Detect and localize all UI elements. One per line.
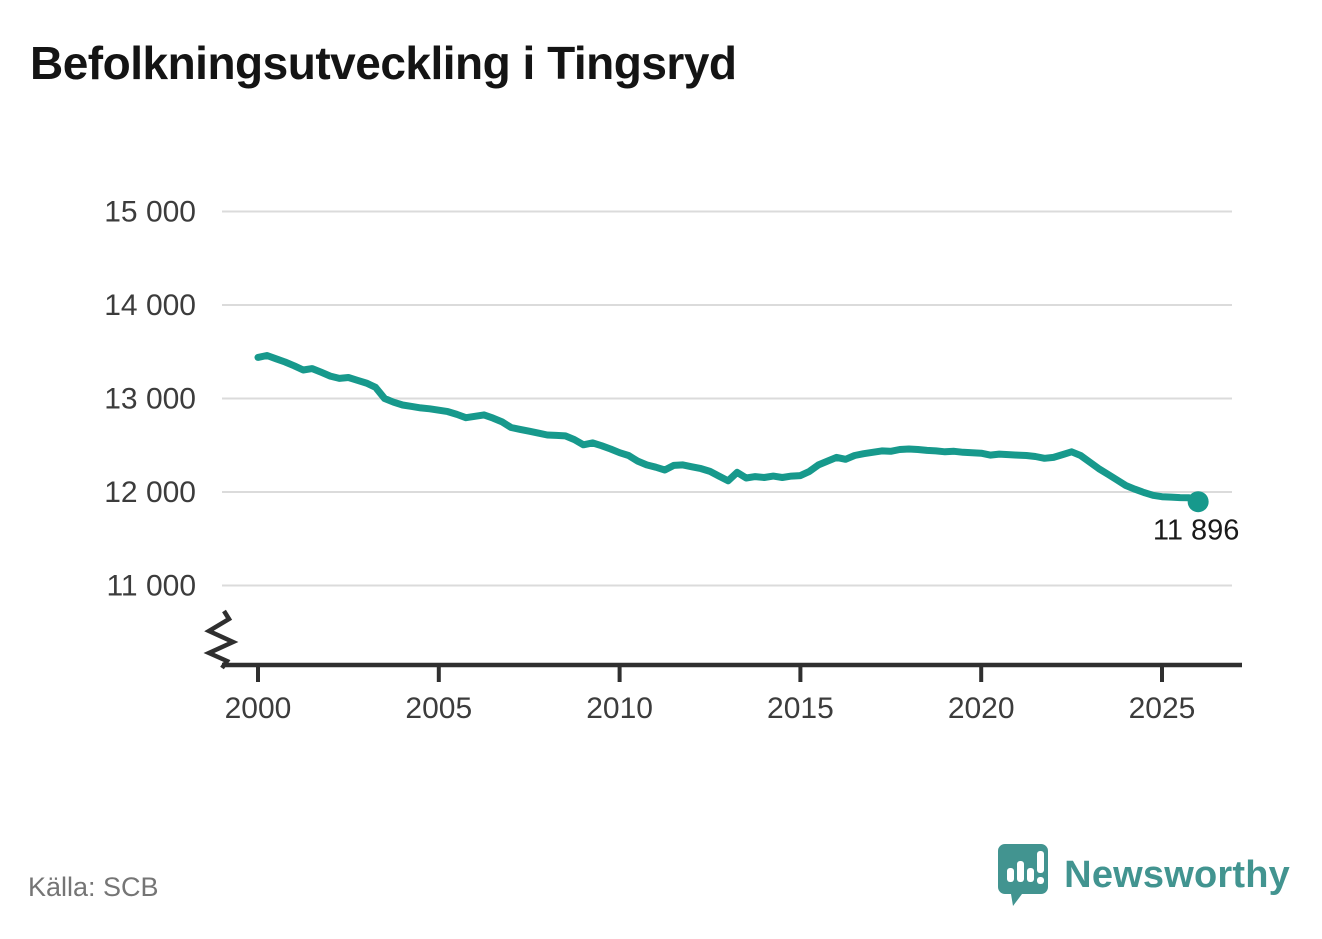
brand-footer: Newsworthy bbox=[996, 842, 1290, 908]
population-line bbox=[254, 352, 1202, 506]
y-tick-label: 13 000 bbox=[104, 383, 196, 416]
x-tick-label: 2005 bbox=[405, 692, 472, 725]
y-axis-labels: 15 000 14 000 13 000 12 000 11 000 bbox=[104, 196, 196, 603]
bar-chart-glyph bbox=[1007, 851, 1045, 884]
end-point-value-label: 11 896 bbox=[1153, 515, 1240, 547]
x-tick-label: 2015 bbox=[767, 692, 834, 725]
x-axis bbox=[203, 609, 1242, 670]
x-tick-label: 2020 bbox=[948, 692, 1015, 725]
x-axis-ticks: 2000 2005 2010 2015 2020 2025 bbox=[225, 667, 1196, 725]
y-tick-label: 11 000 bbox=[106, 570, 196, 603]
page-title: Befolkningsutveckling i Tingsryd bbox=[30, 37, 737, 89]
y-tick-label: 14 000 bbox=[104, 289, 196, 322]
y-tick-label: 15 000 bbox=[104, 196, 196, 229]
end-point-dot bbox=[1187, 491, 1209, 513]
x-tick-label: 2025 bbox=[1129, 692, 1196, 725]
axis-break-icon bbox=[203, 609, 239, 670]
x-tick-label: 2010 bbox=[586, 692, 653, 725]
gridlines bbox=[222, 210, 1232, 587]
y-tick-label: 12 000 bbox=[104, 476, 196, 509]
source-note: Källa: SCB bbox=[28, 872, 159, 902]
brand-name: Newsworthy bbox=[1064, 853, 1290, 896]
x-tick-label: 2000 bbox=[225, 692, 292, 725]
newsworthy-logo-icon bbox=[998, 844, 1049, 906]
data-series: 11 896 bbox=[254, 352, 1240, 547]
